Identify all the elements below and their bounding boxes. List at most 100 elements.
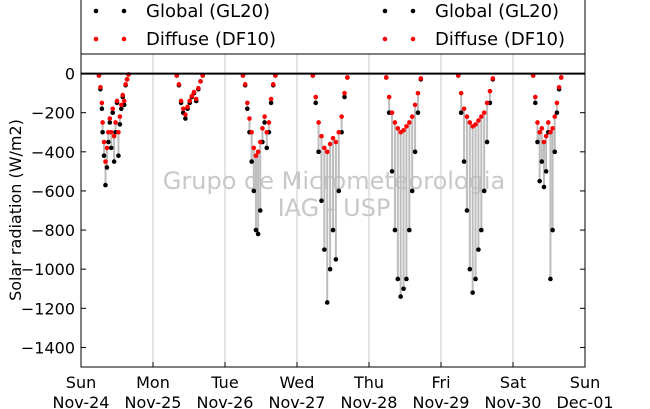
diffuse-point (266, 120, 272, 125)
global-point (116, 153, 121, 159)
legend-marker (121, 8, 127, 14)
diffuse-point (333, 139, 339, 145)
diffuse-point (183, 112, 188, 117)
diffuse-point (490, 76, 496, 81)
diffuse-point (249, 129, 254, 135)
diffuse-point (124, 77, 130, 82)
global-point (257, 208, 263, 213)
x-tick-label-day: Thu (353, 373, 384, 392)
global-point (111, 159, 117, 164)
diffuse-point (114, 98, 120, 104)
x-tick-label-date: Dec-01 (556, 393, 613, 409)
global-point (245, 106, 250, 112)
y-tick-label: −800 (31, 221, 75, 240)
diffuse-point (111, 133, 117, 139)
diffuse-point (117, 114, 123, 119)
diffuse-point (481, 110, 487, 115)
diffuse-point (116, 129, 121, 135)
global-point (319, 198, 324, 204)
diffuse-point (187, 98, 193, 104)
global-point (458, 110, 464, 115)
global-point (537, 178, 542, 184)
diffuse-point (262, 114, 267, 119)
global-point (322, 247, 327, 252)
diffuse-point (467, 120, 473, 125)
diffuse-point (543, 133, 549, 139)
diffuse-point (193, 96, 199, 102)
x-tick-label-day: Sat (500, 373, 526, 392)
diffuse-point (541, 139, 547, 145)
diffuse-point (113, 120, 118, 125)
diffuse-point (98, 84, 103, 90)
diffuse-point (539, 126, 545, 131)
diffuse-point (185, 104, 190, 110)
x-tick-label-date: Nov-30 (485, 393, 542, 409)
diffuse-point (401, 127, 406, 133)
diffuse-point (558, 75, 564, 80)
legend-marker (410, 8, 416, 14)
diffuse-point (119, 102, 124, 108)
global-point (412, 149, 418, 155)
global-point (249, 159, 254, 164)
diffuse-point (473, 122, 478, 127)
diffuse-point (120, 92, 126, 98)
global-point (99, 106, 105, 112)
diffuse-point (418, 76, 424, 81)
global-point (264, 145, 270, 151)
diffuse-point (107, 116, 113, 121)
global-point (262, 120, 267, 125)
global-point (268, 100, 274, 106)
diffuse-point (464, 114, 470, 119)
diffuse-point (103, 159, 108, 164)
global-point (535, 139, 540, 145)
x-tick-label-date: Nov-29 (413, 393, 470, 409)
legend-marker (382, 8, 388, 14)
x-tick-label-date: Nov-24 (53, 393, 110, 409)
legend-marker (121, 36, 127, 42)
diffuse-point (476, 118, 481, 123)
global-point (342, 94, 347, 100)
diffuse-point (121, 98, 127, 104)
diffuse-point (484, 100, 490, 106)
diffuse-point (392, 120, 398, 125)
global-point (481, 188, 487, 194)
global-point (415, 110, 421, 115)
global-point (107, 120, 113, 125)
diffuse-point (247, 116, 252, 121)
legend-label-diffuse: Diffuse (DF10) (435, 29, 565, 50)
global-point (541, 184, 547, 190)
diffuse-point (556, 84, 562, 90)
legend: Global (GL20) Diffuse (DF10) Global (GL2… (80, 0, 586, 55)
diffuse-point (336, 129, 342, 135)
diffuse-point (339, 114, 344, 119)
x-tick-label-date: Nov-26 (197, 393, 254, 409)
y-tick-label: 0 (65, 65, 75, 84)
diffuse-point (412, 102, 418, 108)
x-tick-label-date: Nov-28 (341, 393, 398, 409)
legend-marker (93, 36, 99, 42)
global-point (461, 159, 467, 164)
diffuse-point (461, 106, 467, 112)
diffuse-point (313, 94, 319, 100)
global-point (316, 149, 321, 155)
diffuse-point (533, 94, 538, 100)
global-point (539, 159, 545, 164)
diffuse-point (324, 149, 330, 155)
vertical-gridlines (152, 54, 514, 367)
diffuse-point (123, 82, 128, 87)
legend-entry-global-right: Global (GL20) (382, 1, 559, 22)
legend-entry-diffuse-left: Diffuse (DF10) (93, 29, 276, 50)
diffuse-point (407, 120, 412, 125)
x-tick-label-day: Mon (136, 373, 170, 392)
diffuse-point (104, 145, 110, 151)
diffuse-point (342, 90, 347, 96)
global-point (106, 139, 111, 145)
global-point (117, 122, 123, 127)
global-point (409, 188, 415, 194)
y-tick-label: −200 (31, 104, 75, 123)
diffuse-point (537, 129, 542, 135)
diffuse-point (327, 141, 333, 147)
diffuse-point (101, 139, 107, 145)
global-point (533, 100, 538, 106)
diffuse-point (110, 106, 115, 112)
